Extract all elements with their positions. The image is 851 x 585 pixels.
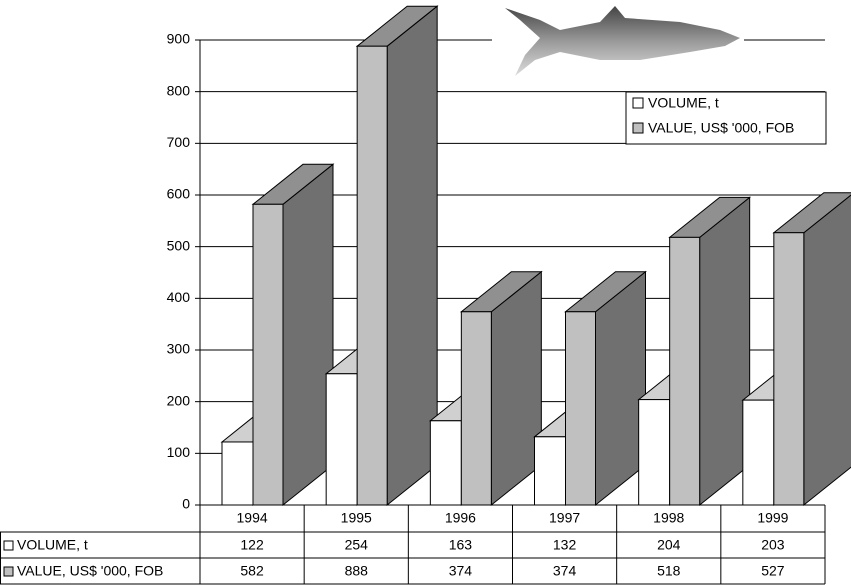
x-tick-label: 1999 [757, 510, 788, 526]
bar-side [595, 270, 646, 507]
y-tick-label: 100 [167, 444, 191, 460]
table-value: 254 [345, 537, 369, 553]
y-tick-label: 200 [167, 392, 191, 408]
x-tick-label: 1994 [237, 510, 268, 526]
y-tick-label: 0 [182, 496, 190, 512]
bar [429, 420, 462, 506]
y-tick-label: 400 [167, 289, 191, 305]
x-tick-label: 1998 [653, 510, 684, 526]
table-value: 527 [761, 563, 785, 579]
bar [534, 436, 566, 506]
table-value: 374 [553, 563, 577, 579]
bar [565, 311, 596, 506]
y-tick-label: 300 [167, 341, 191, 357]
bar [325, 373, 358, 506]
y-tick-label: 500 [167, 237, 191, 253]
bar [221, 441, 254, 506]
bar [773, 232, 805, 506]
table-value: 122 [240, 537, 264, 553]
table-value: 204 [657, 537, 681, 553]
bar [638, 399, 671, 506]
table-value: 374 [449, 563, 473, 579]
x-tick-label: 1995 [341, 510, 372, 526]
table-value: 888 [345, 563, 369, 579]
y-tick-label: 900 [167, 31, 191, 47]
bar-side [699, 196, 751, 507]
bar-side [490, 270, 542, 507]
legend-swatch [632, 97, 644, 109]
bar [460, 311, 492, 506]
table-value: 582 [240, 563, 264, 579]
x-tick-label: 1996 [445, 510, 476, 526]
y-tick-label: 700 [167, 134, 191, 150]
bar [252, 203, 284, 506]
bar-side [282, 163, 334, 507]
bar [669, 236, 701, 506]
bar [356, 45, 388, 506]
table-value: 518 [657, 563, 681, 579]
table-value: 163 [449, 537, 473, 553]
table-row-label: VOLUME, t [17, 537, 88, 553]
table-swatch [3, 566, 14, 577]
legend-swatch [632, 122, 644, 134]
y-tick-label: 800 [167, 82, 191, 98]
table-swatch [3, 540, 14, 551]
data-table: VOLUME, t VALUE, US$ '000, FOB 1994 122 58… [0, 504, 826, 585]
legend-label: VALUE, US$ '000, FOB [648, 120, 794, 136]
y-tick-label: 600 [167, 186, 191, 202]
fish [505, 6, 740, 76]
bar-side [803, 194, 851, 507]
bars [220, 5, 851, 507]
table-value: 203 [761, 537, 785, 553]
fish-illustration [492, 0, 744, 82]
x-tick-label: 1997 [549, 510, 580, 526]
legend: VOLUME, t VALUE, US$ '000, FOB [625, 91, 827, 145]
bar [742, 399, 775, 506]
table-value: 132 [553, 537, 577, 553]
legend-box [625, 91, 827, 145]
bar-side [386, 5, 438, 507]
legend-label: VOLUME, t [648, 95, 719, 111]
table-row-label: VALUE, US$ '000, FOB [17, 563, 163, 579]
